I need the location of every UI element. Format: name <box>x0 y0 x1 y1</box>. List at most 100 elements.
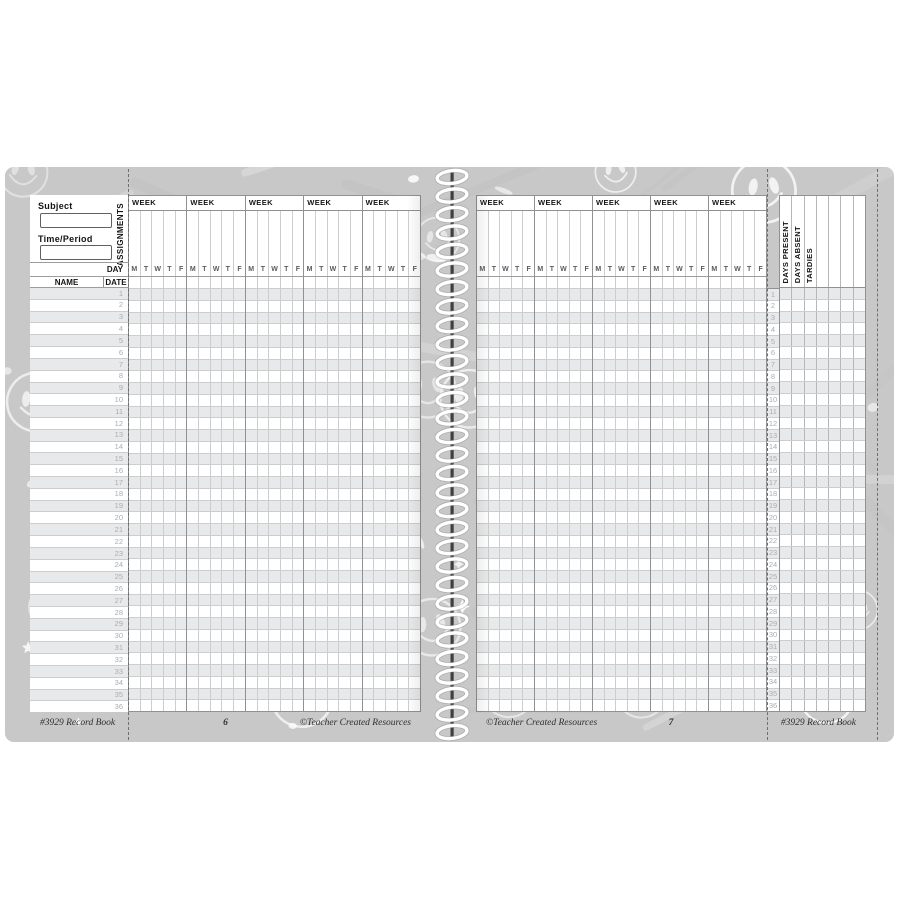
grade-cell[interactable] <box>628 500 640 512</box>
grade-cell[interactable] <box>141 312 153 324</box>
grade-cell[interactable] <box>152 324 165 335</box>
grade-cell[interactable] <box>663 289 675 300</box>
grade-cell[interactable] <box>489 312 501 324</box>
grade-cell[interactable] <box>351 595 362 606</box>
grade-cell[interactable] <box>500 500 512 512</box>
summary-cell[interactable] <box>780 394 793 405</box>
student-row[interactable]: 4 <box>767 324 779 336</box>
grade-cell[interactable] <box>523 571 534 582</box>
grade-cell[interactable] <box>512 300 524 312</box>
grade-cell[interactable] <box>663 535 675 547</box>
summary-cell[interactable] <box>854 382 865 393</box>
grade-cell[interactable] <box>409 324 420 335</box>
grade-cell[interactable] <box>339 547 351 559</box>
grade-cell[interactable] <box>674 347 686 359</box>
grade-cell[interactable] <box>755 371 766 382</box>
grade-cell[interactable] <box>176 642 187 653</box>
grade-cell[interactable] <box>281 336 293 347</box>
date-entry-cell[interactable] <box>328 277 340 288</box>
grade-cell[interactable] <box>639 524 650 535</box>
grade-cell[interactable] <box>628 430 640 441</box>
grade-cell[interactable] <box>258 394 270 406</box>
grade-cell[interactable] <box>732 535 744 547</box>
grade-cell[interactable] <box>697 524 708 535</box>
grade-cell[interactable] <box>304 394 316 406</box>
grade-cell[interactable] <box>547 606 559 617</box>
grade-cell[interactable] <box>316 700 328 711</box>
grade-cell[interactable] <box>176 454 187 465</box>
grade-cell[interactable] <box>187 535 200 547</box>
grade-cell[interactable] <box>386 312 398 324</box>
grade-cell[interactable] <box>328 371 340 382</box>
grade-cell[interactable] <box>651 300 663 312</box>
student-row[interactable]: 15 <box>30 453 128 466</box>
grade-cell[interactable] <box>246 347 258 359</box>
grade-cell[interactable] <box>628 371 640 382</box>
grade-cell[interactable] <box>535 594 547 606</box>
grade-cell[interactable] <box>211 653 223 664</box>
grade-cell[interactable] <box>500 465 512 476</box>
grade-cell[interactable] <box>293 336 304 347</box>
grade-cell[interactable] <box>732 606 744 617</box>
grade-cell[interactable] <box>328 418 340 429</box>
grade-cell[interactable] <box>398 453 410 465</box>
grade-cell[interactable] <box>558 594 570 606</box>
grade-cell[interactable] <box>674 700 686 711</box>
grade-cell[interactable] <box>616 500 628 512</box>
grade-cell[interactable] <box>593 524 605 535</box>
grade-cell[interactable] <box>141 535 153 547</box>
grade-cell[interactable] <box>281 594 293 606</box>
grade-cell[interactable] <box>363 606 375 617</box>
grade-cell[interactable] <box>558 336 570 347</box>
grade-cell[interactable] <box>547 665 559 676</box>
assignment-cell[interactable] <box>755 211 766 263</box>
grade-cell[interactable] <box>222 477 235 488</box>
student-row[interactable]: 29 <box>30 618 128 631</box>
grade-cell[interactable] <box>246 535 258 547</box>
date-entry-cell[interactable] <box>351 277 362 288</box>
assignment-cell[interactable] <box>651 211 663 263</box>
summary-cell[interactable] <box>805 676 817 688</box>
grade-cell[interactable] <box>570 676 582 688</box>
grade-cell[interactable] <box>593 641 605 653</box>
grade-cell[interactable] <box>721 465 733 476</box>
assignment-cell[interactable] <box>211 211 223 263</box>
grade-cell[interactable] <box>732 653 744 664</box>
grade-cell[interactable] <box>581 360 592 371</box>
grade-cell[interactable] <box>316 641 328 653</box>
grade-cell[interactable] <box>593 571 605 582</box>
grade-cell[interactable] <box>489 594 501 606</box>
grade-cell[interactable] <box>628 488 640 500</box>
grade-cell[interactable] <box>581 630 592 641</box>
grade-cell[interactable] <box>316 571 328 582</box>
grade-cell[interactable] <box>293 665 304 676</box>
grade-cell[interactable] <box>269 571 281 582</box>
grade-cell[interactable] <box>293 301 304 312</box>
grade-cell[interactable] <box>755 618 766 629</box>
grade-cell[interactable] <box>386 676 398 688</box>
grade-cell[interactable] <box>697 501 708 512</box>
grade-cell[interactable] <box>398 289 410 300</box>
summary-cell[interactable] <box>805 346 817 358</box>
grade-cell[interactable] <box>628 347 640 359</box>
grade-cell[interactable] <box>744 488 756 500</box>
student-row[interactable]: 35 <box>30 689 128 702</box>
grade-cell[interactable] <box>674 441 686 453</box>
grade-cell[interactable] <box>187 512 200 523</box>
grade-cell[interactable] <box>199 477 211 488</box>
grade-cell[interactable] <box>523 454 534 465</box>
grade-cell[interactable] <box>339 700 351 711</box>
grade-cell[interactable] <box>409 595 420 606</box>
summary-cell[interactable] <box>817 500 830 511</box>
grade-cell[interactable] <box>628 465 640 476</box>
grade-cell[interactable] <box>639 700 650 711</box>
grade-cell[interactable] <box>663 465 675 476</box>
grade-cell[interactable] <box>593 371 605 382</box>
grade-cell[interactable] <box>651 347 663 359</box>
grade-cell[interactable] <box>398 629 410 641</box>
grade-cell[interactable] <box>211 300 223 312</box>
grade-cell[interactable] <box>176 324 187 335</box>
student-row[interactable]: 11 <box>767 406 779 419</box>
grade-cell[interactable] <box>199 700 211 711</box>
grade-cell[interactable] <box>211 500 223 512</box>
